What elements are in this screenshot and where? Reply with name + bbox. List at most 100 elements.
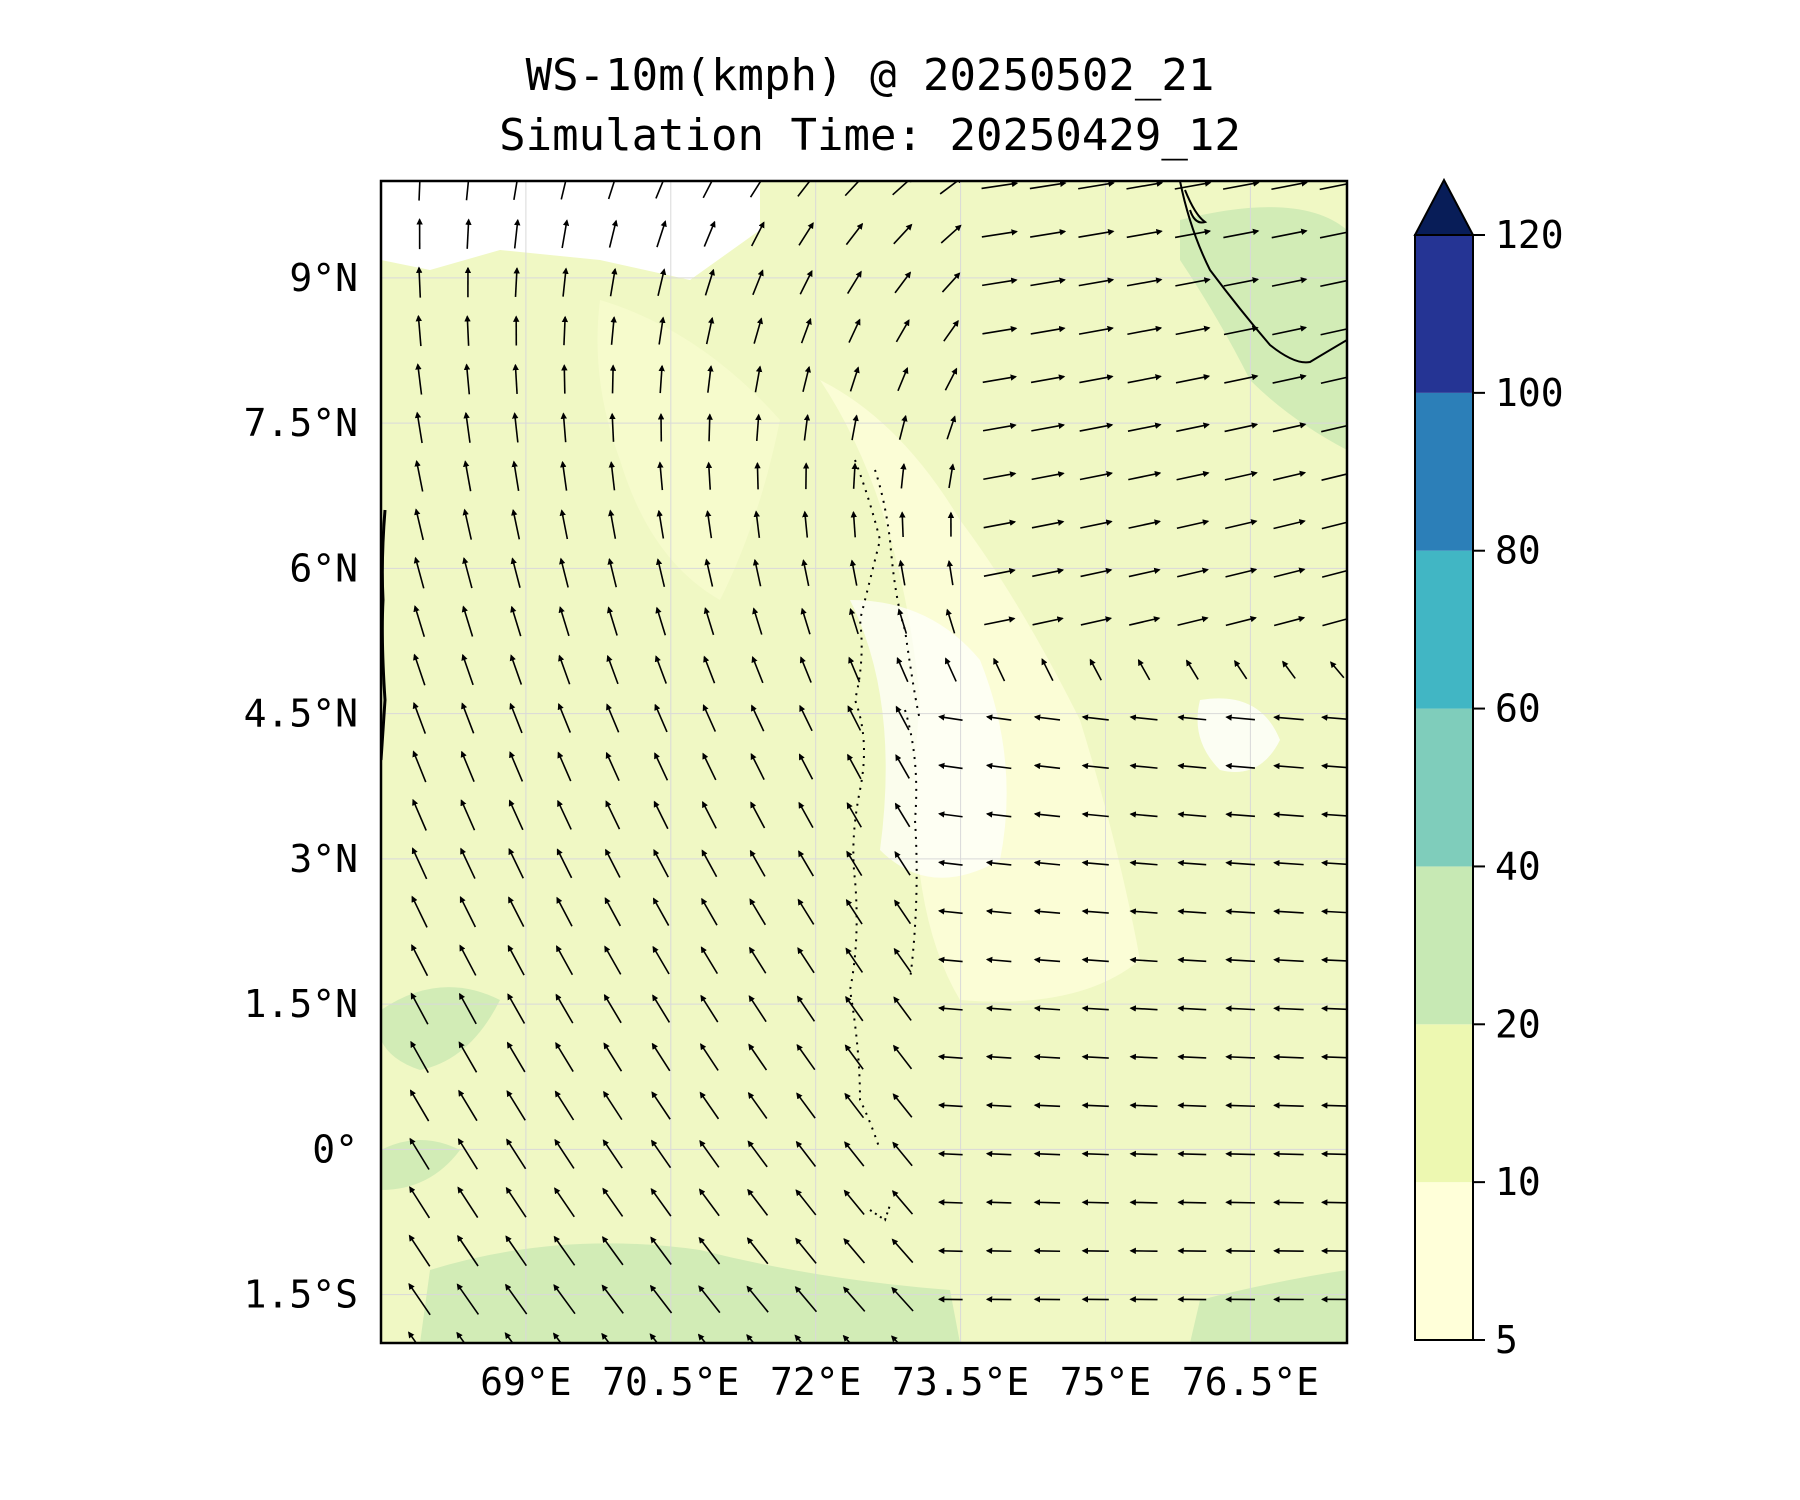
wind-arrow: [1225, 1150, 1255, 1158]
wind-arrow: [507, 944, 525, 976]
wind-arrow: [698, 1285, 721, 1314]
wind-arrow: [656, 509, 665, 539]
wind-arrow: [846, 270, 862, 295]
wind-arrow: [1320, 279, 1347, 288]
wind-arrow: [701, 897, 718, 926]
wind-arrow: [1273, 519, 1306, 530]
wind-arrow: [845, 995, 864, 1022]
wind-arrow: [557, 799, 572, 830]
colorbar-segment: [1415, 550, 1473, 709]
wind-arrow: [1273, 956, 1304, 964]
colorbar-extend-arrow: [1413, 177, 1475, 236]
wind-arrow: [412, 750, 427, 783]
wind-arrow: [1177, 1053, 1207, 1061]
wind-arrow: [1033, 859, 1061, 867]
wind-arrow: [1370, 1105, 1401, 1106]
wind-arrow: [652, 994, 671, 1023]
wind-arrow: [649, 1333, 659, 1343]
colorbar: 5 10 20 40 60 80 100 120: [1413, 177, 1564, 1362]
wind-arrow: [1321, 908, 1347, 915]
wind-arrow: [460, 750, 475, 783]
wind-arrow: [893, 1044, 913, 1070]
wind-arrow: [1128, 470, 1162, 481]
wind-arrow: [1174, 228, 1212, 239]
wind-arrow: [654, 655, 667, 684]
wind-arrow: [1272, 422, 1307, 433]
wind-arrow: [1186, 659, 1199, 680]
wind-arrow: [461, 702, 475, 734]
wind-arrow: [798, 801, 814, 829]
wind-arrow: [851, 462, 858, 489]
wind-arrow: [1225, 956, 1255, 964]
wind-arrow: [1370, 1057, 1401, 1058]
wind-arrow: [1225, 1053, 1255, 1061]
wind-arrow: [556, 896, 573, 927]
wind-arrow: [985, 1102, 1012, 1109]
wind-arrow: [1370, 863, 1401, 865]
wind-arrow: [1041, 658, 1054, 682]
wind-arrow: [1177, 1199, 1207, 1206]
wind-arrow: [937, 1199, 963, 1206]
wind-arrow: [552, 1332, 562, 1343]
wind-arrow: [985, 714, 1012, 721]
wind-arrow: [1222, 181, 1260, 190]
wind-arrow: [508, 896, 525, 928]
wind-arrow: [896, 657, 909, 683]
wind-arrow: [703, 607, 715, 636]
wind-arrow: [755, 413, 762, 441]
wind-arrow: [1081, 1199, 1109, 1206]
wind-arrow: [981, 229, 1018, 238]
wind-arrow: [894, 899, 912, 925]
wind-arrow: [1321, 714, 1347, 721]
wind-arrow: [1129, 859, 1158, 867]
wind-arrow: [1177, 1150, 1207, 1158]
wind-arrow: [700, 1043, 719, 1071]
x-tick-label: 72°E: [770, 1360, 862, 1404]
wind-arrow: [795, 1237, 817, 1264]
wind-arrow: [458, 1089, 478, 1122]
wind-arrow: [609, 364, 617, 394]
wind-arrow: [1177, 908, 1207, 915]
wind-arrow: [1330, 661, 1345, 679]
wind-arrow: [1321, 1150, 1347, 1158]
wind-arrow: [900, 462, 907, 489]
wind-arrow: [893, 947, 912, 973]
wind-arrow: [607, 606, 618, 636]
wind-arrow: [705, 461, 713, 490]
wind-arrow: [982, 277, 1018, 287]
wind-arrow: [603, 1090, 623, 1121]
wind-arrow: [410, 992, 429, 1025]
wind-arrow: [560, 460, 568, 491]
wind-arrow: [605, 800, 621, 830]
wind-arrow: [462, 508, 473, 540]
wind-arrow: [982, 326, 1018, 335]
wind-arrow: [1175, 374, 1211, 384]
wind-arrow: [981, 181, 1019, 190]
wind-arrow: [558, 606, 570, 637]
wind-arrow: [411, 895, 428, 928]
wind-arrow: [505, 1235, 528, 1267]
x-tick-label: 75°E: [1060, 1360, 1152, 1404]
wind-arrow: [1370, 766, 1401, 768]
wind-arrow: [983, 568, 1016, 577]
wind-arrow: [555, 945, 574, 976]
wind-arrow: [1321, 473, 1347, 481]
wind-arrow: [1177, 567, 1209, 578]
wind-arrow: [1224, 422, 1259, 433]
wind-arrow: [749, 849, 766, 877]
wind-arrow: [1273, 1102, 1304, 1109]
wind-arrow: [801, 559, 810, 587]
y-tick-label: 3°N: [289, 837, 358, 881]
wind-arrow: [702, 704, 717, 732]
wind-arrow: [554, 1090, 575, 1121]
wind-arrow: [748, 995, 767, 1023]
wind-arrow: [1321, 521, 1347, 530]
wind-arrow: [795, 1189, 817, 1216]
wind-arrow: [1369, 376, 1402, 384]
wind-arrow: [797, 181, 815, 197]
wind-arrow: [898, 559, 906, 586]
wind-arrow: [508, 799, 524, 831]
wind-arrow: [408, 1331, 418, 1343]
wind-arrow: [938, 762, 963, 770]
